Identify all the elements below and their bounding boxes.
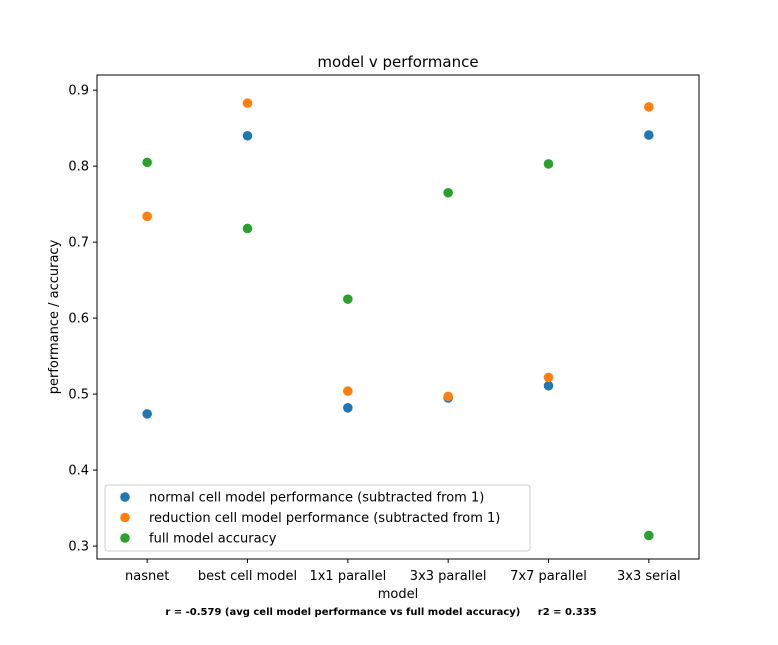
x-tick-label: 3x3 serial — [617, 569, 681, 584]
data-point-series-3 — [443, 187, 453, 198]
data-point-series-2 — [543, 372, 554, 383]
y-tick-label: 0.9 — [68, 84, 89, 99]
legend-marker-series-3 — [120, 533, 130, 543]
plot-area — [96, 74, 700, 560]
data-point-series-1 — [142, 409, 152, 419]
chart-title: model v performance — [317, 53, 478, 71]
x-axis-label: model — [378, 587, 418, 602]
y-tick-label: 0.3 — [68, 540, 89, 555]
y-tick-label: 0.8 — [68, 160, 89, 175]
legend-entries: normal cell model performance (subtracte… — [120, 491, 500, 547]
data-point-series-2 — [644, 102, 654, 112]
legend-box — [104, 484, 531, 552]
data-point-series-3 — [242, 223, 253, 234]
data-point-series-2 — [142, 211, 152, 222]
x-tick-label: 7x7 parallel — [510, 569, 587, 584]
y-axis: 0.3 0.4 0.5 0.6 0.7 0.8 0.9 — [68, 84, 97, 555]
data-point-series-2 — [343, 386, 353, 396]
correlation-footnote: r = -0.579 (avg cell model performance v… — [165, 607, 596, 618]
x-tick-label: best cell model — [198, 569, 297, 584]
y-tick-label: 0.4 — [68, 464, 89, 479]
legend-marker-series-2 — [120, 512, 130, 523]
data-point-series-1 — [644, 130, 654, 140]
y-tick-label: 0.7 — [68, 236, 89, 251]
legend-label-series-3: full model accuracy — [149, 532, 277, 547]
data-point-series-3 — [343, 294, 353, 304]
data-point-series-3 — [543, 159, 554, 169]
data-point-series-2 — [443, 391, 453, 402]
data-point-series-1 — [343, 402, 353, 413]
legend-marker-series-1 — [120, 492, 130, 502]
y-tick-label: 0.5 — [68, 388, 89, 403]
legend-label-series-1: normal cell model performance (subtracte… — [149, 491, 484, 506]
data-point-series-1 — [242, 130, 253, 141]
x-tick-label: 1x1 parallel — [309, 569, 386, 584]
y-axis-label: performance / accuracy — [47, 239, 62, 394]
data-point-series-1 — [543, 380, 554, 391]
x-tick-label: 3x3 parallel — [410, 569, 487, 584]
y-tick-label: 0.6 — [68, 312, 89, 327]
data-point-series-3 — [142, 157, 152, 168]
x-tick-label: nasnet — [125, 569, 169, 584]
legend: normal cell model performance (subtracte… — [104, 484, 531, 552]
data-point-series-2 — [242, 98, 253, 108]
legend-label-series-2: reduction cell model performance (subtra… — [149, 511, 500, 526]
x-axis: nasnet best cell model 1x1 parallel 3x3 par… — [125, 559, 681, 584]
data-points — [142, 98, 654, 541]
data-point-series-3 — [644, 530, 654, 541]
